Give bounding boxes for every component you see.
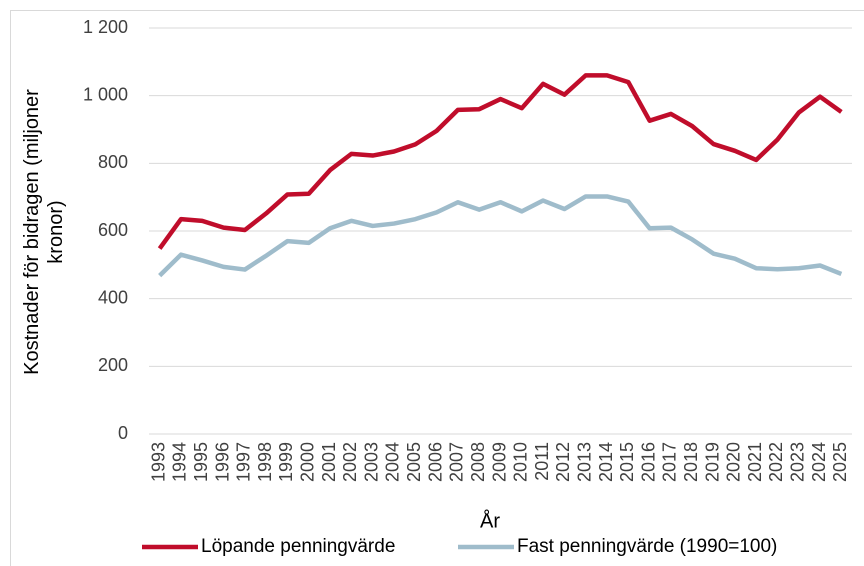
y-tick-label: 1 000: [83, 84, 128, 104]
x-tick-label: 2010: [511, 442, 531, 482]
y-tick-label: 200: [98, 355, 128, 375]
data-line: [158, 194, 843, 278]
x-tick-label: 2006: [425, 442, 445, 482]
x-tick-label: 2000: [298, 442, 318, 482]
legend-label: Fast penningvärde (1990=100): [517, 536, 777, 557]
x-tick-label: 2015: [617, 442, 637, 482]
x-tick-label: 1993: [148, 442, 168, 482]
x-tick-label: 2025: [830, 442, 850, 482]
x-tick-label: 1999: [276, 442, 296, 482]
y-tick-label: 0: [118, 423, 128, 443]
chart-frame: [10, 10, 864, 566]
x-tick-label: 2016: [638, 442, 658, 482]
x-tick-label: 2008: [468, 442, 488, 482]
y-axis-title: Kostnader för bidragen (miljoner kronor): [21, 89, 67, 375]
x-tick-label: 2001: [319, 442, 339, 482]
x-tick-label: 2020: [724, 442, 744, 482]
y-tick-label: 1 200: [83, 17, 128, 37]
x-tick-label: 1996: [212, 442, 232, 482]
x-tick-label: 2009: [489, 442, 509, 482]
x-tick-label: 2002: [340, 442, 360, 482]
x-tick-label: 2019: [702, 442, 722, 482]
data-line: [157, 73, 843, 250]
x-tick-label: 2021: [745, 442, 765, 482]
x-tick-label: 2024: [809, 442, 829, 482]
y-tick-label: 400: [98, 287, 128, 307]
legend-label: Löpande penningvärde: [201, 536, 395, 557]
x-tick-label: 2014: [596, 442, 616, 482]
x-tick-label: 1998: [255, 442, 275, 482]
y-tick-label: 600: [98, 220, 128, 240]
x-axis-title: År: [480, 509, 500, 532]
y-tick-label: 800: [98, 152, 128, 172]
x-tick-label: 2011: [532, 442, 552, 481]
x-tick-label: 2013: [574, 442, 594, 482]
x-tick-label: 2012: [553, 442, 573, 482]
x-tick-label: 1995: [191, 442, 211, 482]
x-tick-label: 2017: [660, 442, 680, 482]
x-tick-label: 2003: [361, 442, 381, 482]
x-tick-label: 2004: [383, 442, 403, 482]
x-tick-label: 2018: [681, 442, 701, 482]
x-tick-label: 2023: [787, 442, 807, 482]
x-tick-label: 1994: [170, 442, 190, 482]
x-tick-label: 1997: [234, 442, 254, 482]
x-tick-label: 2005: [404, 442, 424, 482]
x-tick-label: 2022: [766, 442, 786, 482]
x-tick-label: 2007: [447, 442, 467, 482]
